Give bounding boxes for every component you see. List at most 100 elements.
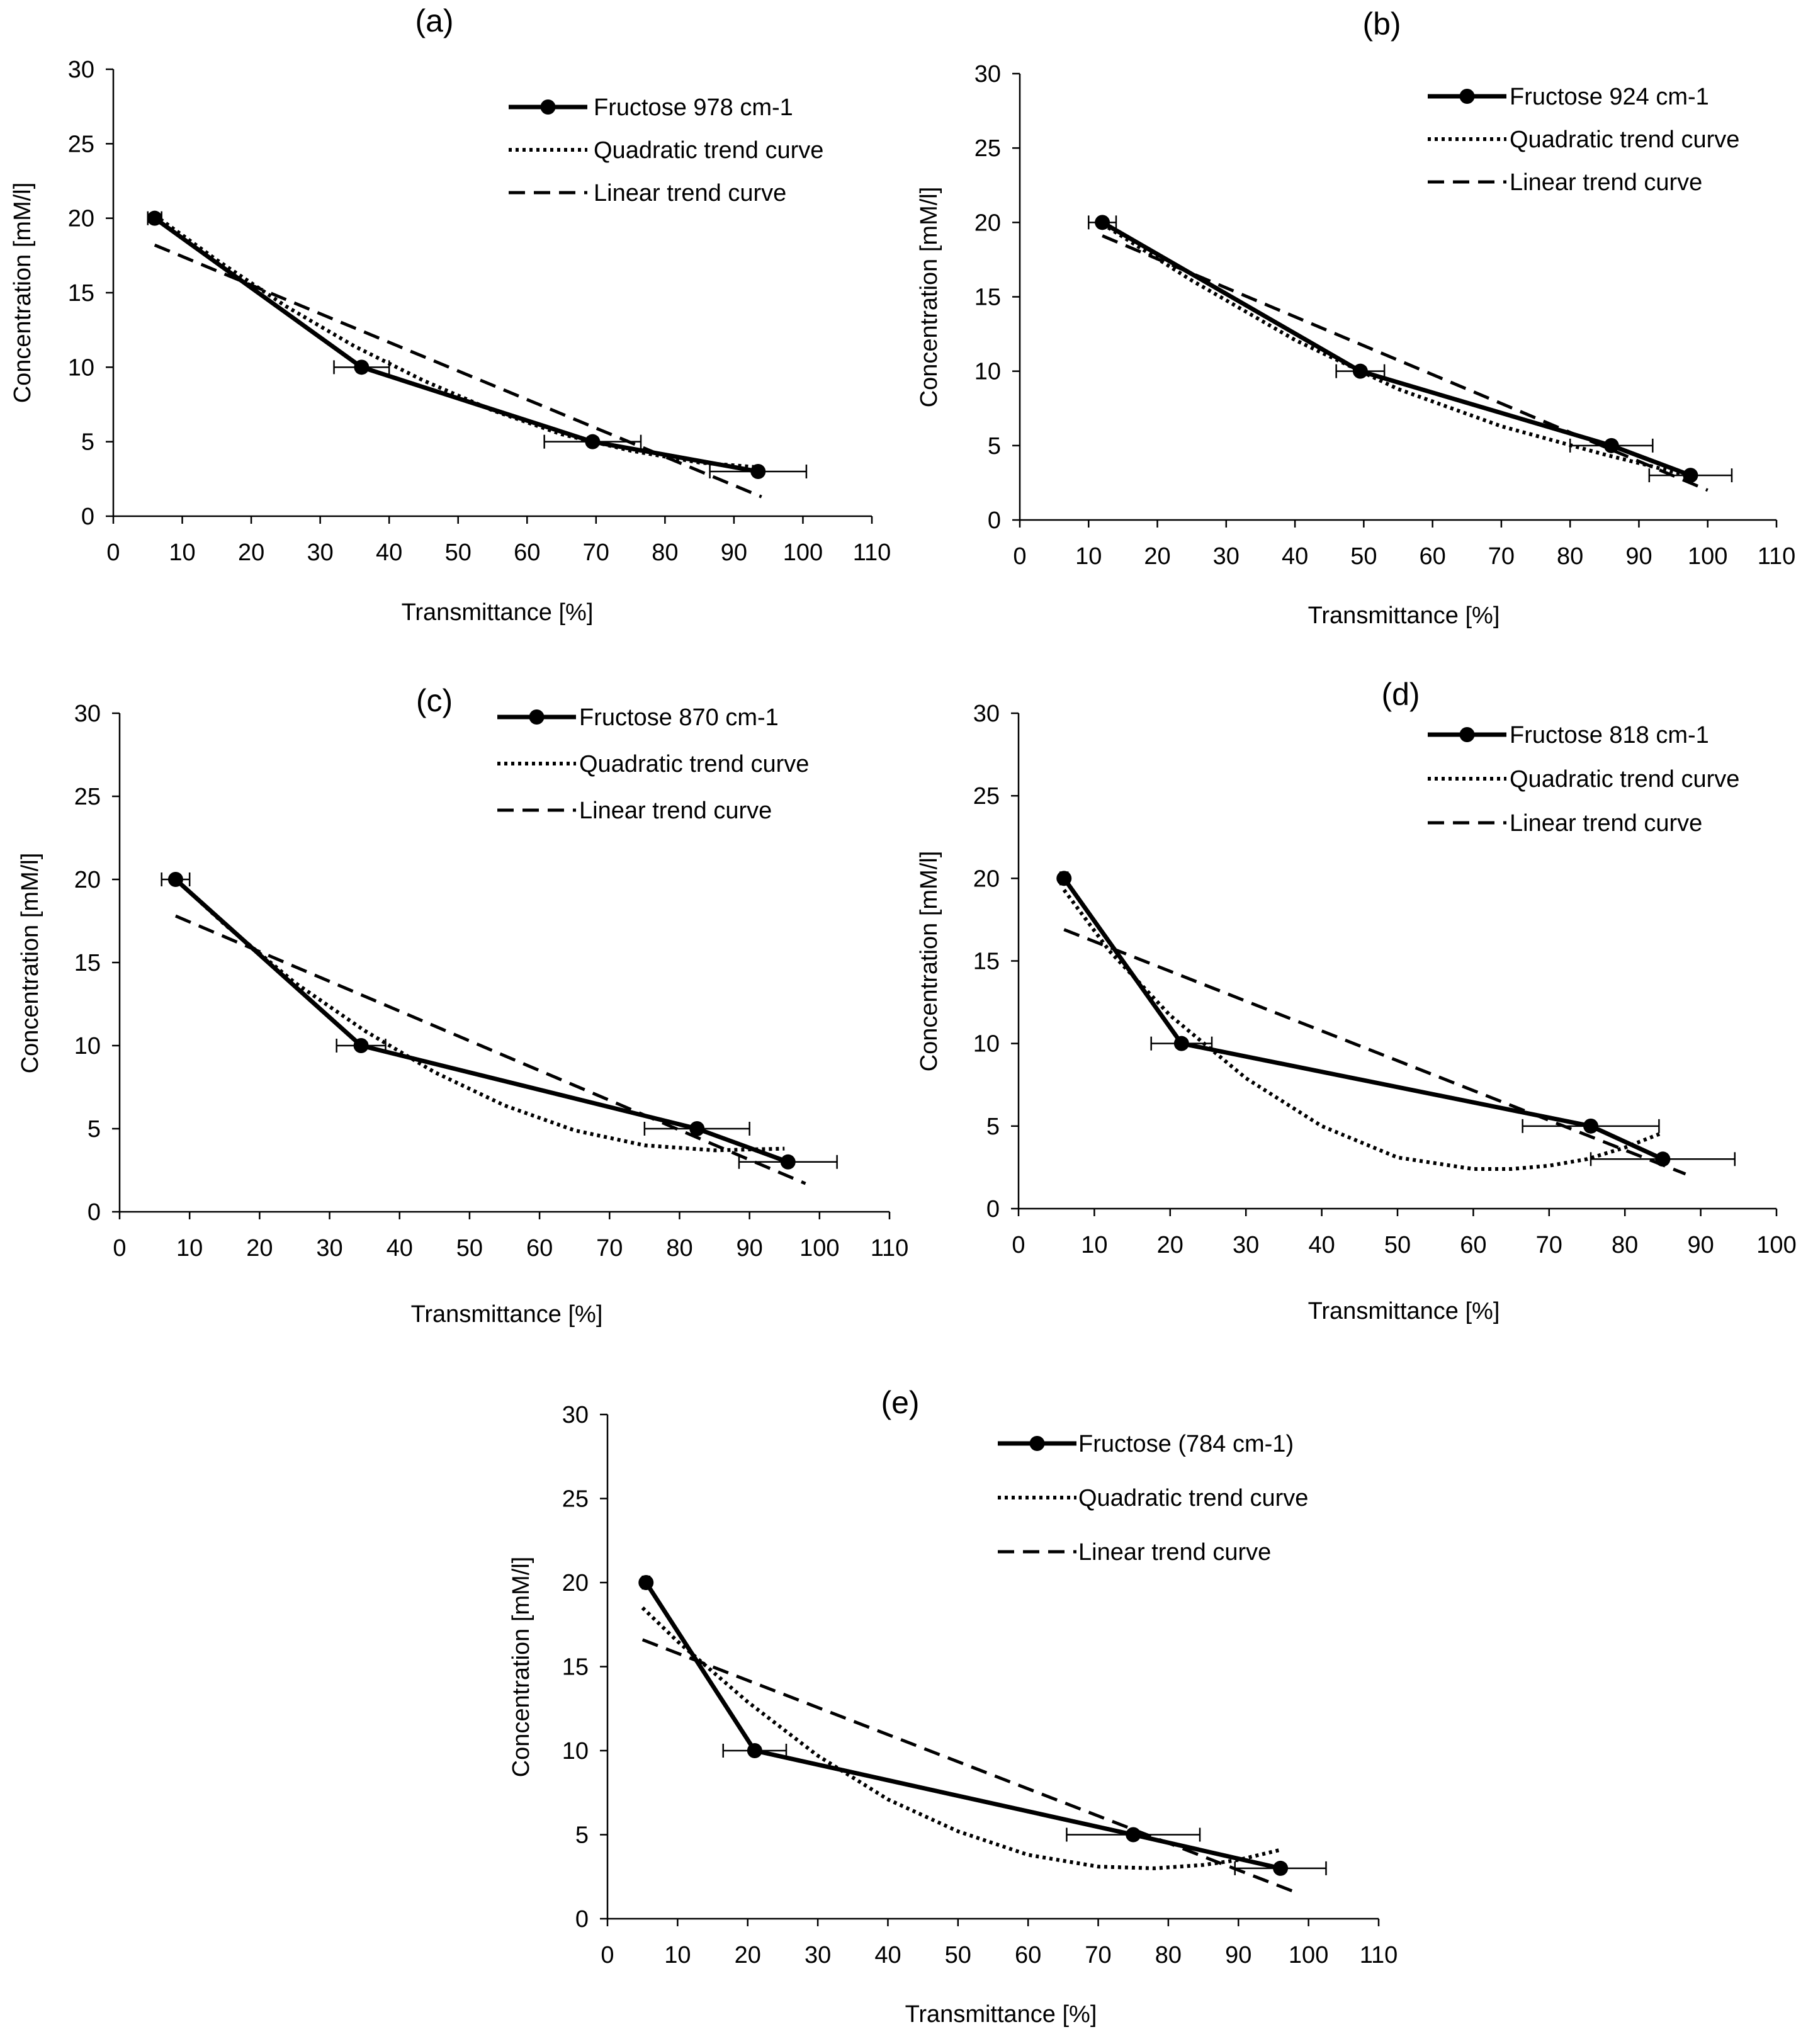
y-tick-label: 30 bbox=[974, 61, 1001, 88]
y-tick-label: 10 bbox=[973, 1031, 1000, 1058]
x-tick-label: 10 bbox=[664, 1942, 691, 1968]
x-tick-label: 100 bbox=[799, 1235, 839, 1262]
y-axis-title: Concentration [mM/l] bbox=[916, 187, 942, 408]
data-point bbox=[1352, 363, 1368, 379]
x-tick-label: 50 bbox=[1384, 1232, 1411, 1258]
legend-label: Quadratic trend curve bbox=[1078, 1485, 1308, 1511]
y-tick-label: 15 bbox=[562, 1654, 589, 1681]
legend-marker bbox=[1459, 727, 1475, 742]
x-axis-title: Transmittance [%] bbox=[411, 1301, 603, 1328]
panel-label: (b) bbox=[1362, 6, 1401, 42]
y-axis-title: Concentration [mM/l] bbox=[508, 1557, 534, 1778]
chart-panel-d: 0 5 10 15 20 25 30 0 10 20 30 40 50 60 70 80 90 100 Transm… bbox=[916, 677, 1797, 1324]
y-tick-label: 20 bbox=[973, 866, 1000, 892]
y-tick-label: 20 bbox=[562, 1570, 589, 1596]
data-point bbox=[747, 1743, 762, 1758]
x-tick-label: 80 bbox=[1612, 1232, 1638, 1258]
data-point bbox=[1126, 1827, 1141, 1843]
legend-label: Linear trend curve bbox=[1510, 169, 1702, 196]
x-tick-label: 100 bbox=[783, 539, 823, 566]
x-tick-label: 60 bbox=[514, 539, 540, 566]
y-tick-label: 20 bbox=[974, 210, 1001, 236]
x-tick-label: 30 bbox=[316, 1235, 342, 1262]
data-point bbox=[780, 1154, 796, 1170]
legend: Fructose 978 cm-1 Quadratic trend curve Li… bbox=[509, 94, 823, 206]
x-tick-label: 40 bbox=[1282, 543, 1308, 570]
series-line-fructose bbox=[644, 1581, 1281, 1871]
data-point bbox=[1655, 1151, 1671, 1167]
series-line-quadratic-trend bbox=[641, 1606, 1281, 1870]
legend-label: Fructose 870 cm-1 bbox=[579, 704, 779, 731]
y-tick-label: 20 bbox=[68, 206, 94, 232]
x-tick-label: 0 bbox=[113, 1235, 126, 1262]
data-point bbox=[1603, 438, 1619, 453]
y-axis-title: Concentration [mM/l] bbox=[916, 851, 942, 1072]
y-tick-label: 25 bbox=[973, 783, 1000, 810]
y-tick-label: 10 bbox=[974, 359, 1001, 385]
y-tick-label: 5 bbox=[88, 1116, 101, 1143]
legend: Fructose (784 cm-1) Quadratic trend curve… bbox=[998, 1431, 1308, 1566]
x-tick-label: 70 bbox=[596, 1235, 623, 1262]
x-tick-label: 60 bbox=[1460, 1232, 1486, 1258]
panel-label: (d) bbox=[1381, 677, 1420, 712]
series-line-fructose bbox=[1062, 877, 1664, 1161]
x-tick-label: 20 bbox=[246, 1235, 273, 1262]
data-point bbox=[585, 434, 601, 449]
legend: Fructose 818 cm-1 Quadratic trend curve Li… bbox=[1428, 722, 1739, 837]
y-tick-label: 0 bbox=[81, 504, 94, 530]
chart-panel-b: 0 5 10 15 20 25 30 0 10 20 30 40 50 60 70 80 90 100 110 Tra… bbox=[916, 6, 1795, 629]
legend-label: Quadratic trend curve bbox=[594, 137, 823, 164]
y-tick-label: 25 bbox=[974, 135, 1001, 162]
legend-label: Fructose 978 cm-1 bbox=[594, 94, 793, 121]
x-axis-title: Transmittance [%] bbox=[1308, 1298, 1500, 1324]
y-tick-label: 30 bbox=[74, 701, 101, 727]
x-tick-label: 110 bbox=[853, 539, 891, 566]
series-line-linear-trend bbox=[641, 1638, 1296, 1894]
x-tick-label: 60 bbox=[1015, 1942, 1041, 1968]
legend-label: Linear trend curve bbox=[579, 798, 772, 824]
legend: Fructose 924 cm-1 Quadratic trend curve Li… bbox=[1428, 84, 1739, 196]
series-line-quadratic-trend bbox=[1062, 888, 1664, 1172]
chart-panel-c: 0 5 10 15 20 25 30 0 10 20 30 40 50 60 70 80 90 100 110 Tra… bbox=[17, 683, 908, 1328]
x-tick-label: 20 bbox=[238, 539, 264, 566]
panel-label: (a) bbox=[415, 3, 453, 38]
series-line-quadratic-trend bbox=[153, 213, 755, 469]
chart-panel-e: 0 5 10 15 20 25 30 0 10 20 30 40 50 60 70 80 90 100 110 Tra… bbox=[508, 1385, 1398, 2028]
x-tick-label: 20 bbox=[735, 1942, 761, 1968]
y-tick-label: 15 bbox=[974, 285, 1001, 311]
x-tick-label: 90 bbox=[1687, 1232, 1714, 1258]
x-tick-label: 80 bbox=[666, 1235, 692, 1262]
legend-label: Fructose 924 cm-1 bbox=[1510, 84, 1709, 110]
x-tick-label: 70 bbox=[1536, 1232, 1562, 1258]
legend-marker bbox=[1029, 1436, 1045, 1451]
x-tick-label: 30 bbox=[1233, 1232, 1259, 1258]
y-tick-label: 15 bbox=[74, 950, 101, 976]
data-point bbox=[1273, 1860, 1289, 1876]
x-tick-label: 70 bbox=[1085, 1942, 1111, 1968]
data-point bbox=[1095, 215, 1110, 230]
x-tick-label: 0 bbox=[601, 1942, 614, 1968]
legend: Fructose 870 cm-1 Quadratic trend curve Li… bbox=[497, 704, 809, 824]
x-tick-label: 100 bbox=[1688, 543, 1727, 570]
data-point bbox=[1056, 871, 1072, 886]
y-tick-label: 0 bbox=[88, 1199, 101, 1226]
y-tick-label: 5 bbox=[986, 1114, 1000, 1140]
panel-label: (e) bbox=[881, 1385, 919, 1420]
legend-label: Quadratic trend curve bbox=[1510, 127, 1739, 153]
x-tick-label: 50 bbox=[445, 539, 472, 566]
series-line-linear-trend bbox=[1063, 928, 1686, 1176]
y-tick-label: 25 bbox=[68, 131, 94, 157]
x-tick-label: 80 bbox=[1557, 543, 1583, 570]
legend-label: Quadratic trend curve bbox=[579, 751, 809, 777]
x-tick-label: 40 bbox=[1308, 1232, 1335, 1258]
x-tick-label: 40 bbox=[874, 1942, 901, 1968]
x-tick-label: 90 bbox=[1225, 1942, 1251, 1968]
data-point bbox=[1173, 1036, 1189, 1051]
series-line-linear-trend bbox=[154, 243, 762, 499]
x-tick-label: 90 bbox=[1625, 543, 1652, 570]
x-tick-label: 110 bbox=[1758, 543, 1796, 570]
x-tick-label: 0 bbox=[1013, 543, 1026, 570]
x-tick-label: 30 bbox=[307, 539, 333, 566]
x-tick-label: 80 bbox=[652, 539, 678, 566]
